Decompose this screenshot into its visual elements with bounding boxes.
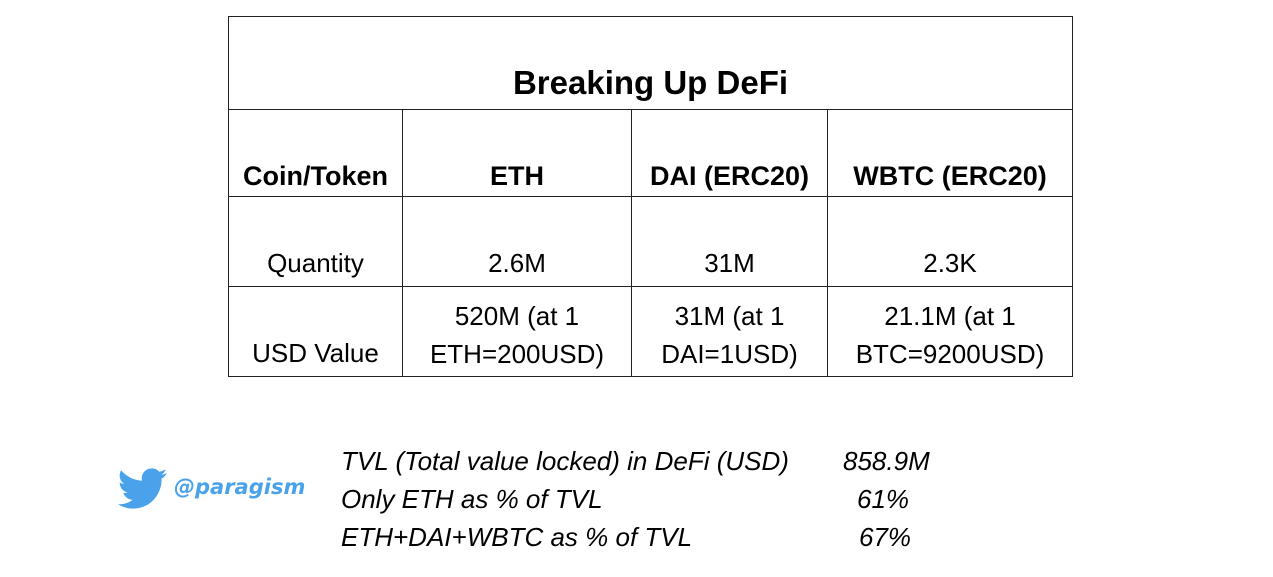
usd-value-dai-line1: 31M (at 1 bbox=[674, 301, 785, 331]
twitter-handle-text: @paragism bbox=[174, 475, 306, 499]
header-coin-token: Coin/Token bbox=[228, 109, 403, 197]
stat-label-combined-share: ETH+DAI+WBTC as % of TVL bbox=[341, 522, 693, 552]
header-wbtc: WBTC (ERC20) bbox=[827, 109, 1073, 197]
quantity-eth: 2.6M bbox=[402, 196, 632, 287]
header-dai: DAI (ERC20) bbox=[631, 109, 828, 197]
quantity-label: Quantity bbox=[228, 196, 403, 287]
usd-value-dai-line2: DAI=1USD) bbox=[661, 339, 798, 369]
usd-value-eth: 520M (at 1 ETH=200USD) bbox=[402, 286, 632, 377]
usd-value-wbtc: 21.1M (at 1 BTC=9200USD) bbox=[827, 286, 1073, 377]
usd-value-row: USD Value 520M (at 1 ETH=200USD) 31M (at… bbox=[228, 286, 1073, 377]
stat-value-tvl: 858.9M bbox=[843, 446, 930, 476]
quantity-dai: 31M bbox=[631, 196, 828, 287]
header-eth: ETH bbox=[402, 109, 632, 197]
usd-value-eth-line2: ETH=200USD) bbox=[429, 339, 605, 369]
defi-breakdown-table: Breaking Up DeFi Coin/Token ETH DAI (ERC… bbox=[228, 16, 1073, 377]
twitter-bird-icon bbox=[118, 468, 168, 510]
twitter-handle[interactable]: @paragism bbox=[118, 468, 305, 510]
usd-value-wbtc-line2: BTC=9200USD) bbox=[855, 339, 1045, 369]
table-title: Breaking Up DeFi bbox=[228, 16, 1073, 110]
stat-value-combined-share: 67% bbox=[859, 522, 912, 552]
usd-value-dai: 31M (at 1 DAI=1USD) bbox=[631, 286, 828, 377]
quantity-row: Quantity 2.6M 31M 2.3K bbox=[228, 196, 1073, 287]
header-row: Coin/Token ETH DAI (ERC20) WBTC (ERC20) bbox=[228, 109, 1073, 197]
stat-label-eth-share: Only ETH as % of TVL bbox=[341, 484, 603, 514]
quantity-wbtc: 2.3K bbox=[827, 196, 1073, 287]
usd-value-wbtc-line1: 21.1M (at 1 bbox=[884, 301, 1016, 331]
stat-value-eth-share: 61% bbox=[857, 484, 910, 514]
title-row: Breaking Up DeFi bbox=[228, 16, 1073, 110]
stat-label-tvl: TVL (Total value locked) in DeFi (USD) bbox=[341, 446, 789, 476]
usd-value-eth-line1: 520M (at 1 bbox=[454, 301, 580, 331]
usd-value-label: USD Value bbox=[228, 286, 403, 377]
